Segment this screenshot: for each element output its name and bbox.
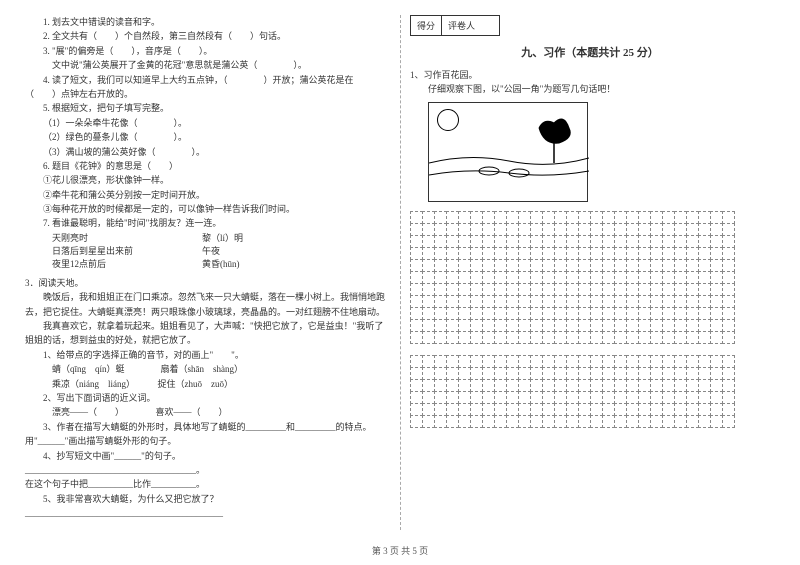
p3: 3．阅读天地。	[25, 276, 385, 290]
q7l1: 天刚亮时	[52, 231, 202, 244]
score-box: 得分 评卷人	[410, 15, 500, 36]
p3q3b: 用"______"画出描写蜻蜓外形的句子。	[25, 434, 385, 448]
left-column: 1. 划去文中错误的读音和字。 2. 全文共有（ ）个自然段，第三自然段有（ ）…	[25, 15, 385, 515]
q4: 4. 读了短文，我们可以知道早上大约五点钟，（ ）开放；蒲公英花是在（ ）点钟左…	[25, 73, 385, 102]
scene-svg	[429, 103, 589, 203]
p3q3a: 3、作者在描写大蜻蜓的外形时，具体地写了蜻蜓的_________和_______…	[25, 420, 385, 434]
q5: 5. 根据短文，把句子填写完整。	[25, 101, 385, 115]
q3b: 文中说"蒲公英展开了金黄的花冠"意思就是蒲公英（ ）。	[25, 58, 385, 72]
q5c: （3）满山坡的蒲公英好像（ ）。	[25, 145, 385, 159]
column-divider	[400, 15, 401, 530]
q6a: ①花儿很漂亮，形状像钟一样。	[25, 173, 385, 187]
q6c: ③每种花开放的时候都是一定的，可以像钟一样告诉我们时间。	[25, 202, 385, 216]
p3t2: 我真喜欢它，就拿着玩起来。姐姐看见了，大声喊："快把它放了，它是益虫！"我听了姐…	[25, 319, 385, 348]
p3q1a: 蜻（qīng qín）蜓 扇着（shān shàng）	[25, 362, 385, 376]
q2: 2. 全文共有（ ）个自然段，第三自然段有（ ）句话。	[25, 29, 385, 43]
p3q4: 4、抄写短文中画"______"的句子。	[25, 449, 385, 463]
p3q4a: ______________________________________。	[25, 463, 385, 477]
q3a: 3. "展"的偏旁是（ ），音序是（ ）。	[25, 44, 385, 58]
q6b: ②牵牛花和蒲公英分别按一定时间开放。	[25, 188, 385, 202]
p3q5: 5、我非常喜欢大蜻蜓，为什么又把它放了？	[25, 492, 385, 506]
rq1a: 仔细观察下图，以"公园一角"为题写几句话吧！	[410, 82, 770, 96]
p3q4b: 在这个句子中把__________比作__________。	[25, 477, 385, 491]
page-footer: 第 3 页 共 5 页	[0, 544, 800, 557]
q7: 7. 看谁最聪明，能给"时间"找朋友？连一连。	[25, 216, 385, 230]
connect-block: 天刚亮时黎（lí）明 日落后到星星出来前午夜 夜里12点前后黄昏(hūn)	[25, 231, 385, 270]
q7r1: 黎（lí）明	[202, 233, 243, 243]
q5a: （1）一朵朵牵牛花像（ ）。	[25, 116, 385, 130]
q7l2: 日落后到星星出来前	[52, 244, 202, 257]
writing-grid-2	[410, 356, 770, 428]
q1: 1. 划去文中错误的读音和字。	[25, 15, 385, 29]
p3t1: 晚饭后，我和姐姐正在门口乘凉。忽然飞来一只大蜻蜓，落在一棵小树上。我悄悄地跑去，…	[25, 290, 385, 319]
q7r3: 黄昏(hūn)	[202, 259, 240, 269]
q7l3: 夜里12点前后	[52, 257, 202, 270]
q7r2: 午夜	[202, 246, 220, 256]
p3q2a: 漂亮——（ ） 喜欢——（ ）	[25, 405, 385, 419]
p3q5a: ________________________________________…	[25, 506, 385, 520]
section-title: 九、习作（本题共计 25 分）	[410, 44, 770, 60]
p3q1: 1、给带点的字选择正确的音节，对的画上" "。	[25, 348, 385, 362]
score-label: 得分	[411, 16, 442, 35]
q5b: （2）绿色的蔓条儿像（ ）。	[25, 130, 385, 144]
p3q2: 2、写出下面词语的近义词。	[25, 391, 385, 405]
q6: 6. 题目《花钟》的意思是（ ）	[25, 159, 385, 173]
rq1: 1、习作百花园。	[410, 68, 770, 82]
grader-label: 评卷人	[442, 16, 481, 35]
writing-grid-1	[410, 212, 770, 344]
p3q1b: 乘凉（niáng liáng） 捉住（zhuō zuō）	[25, 377, 385, 391]
park-picture	[428, 102, 588, 202]
right-column: 得分 评卷人 九、习作（本题共计 25 分） 1、习作百花园。 仔细观察下图，以…	[410, 15, 770, 515]
